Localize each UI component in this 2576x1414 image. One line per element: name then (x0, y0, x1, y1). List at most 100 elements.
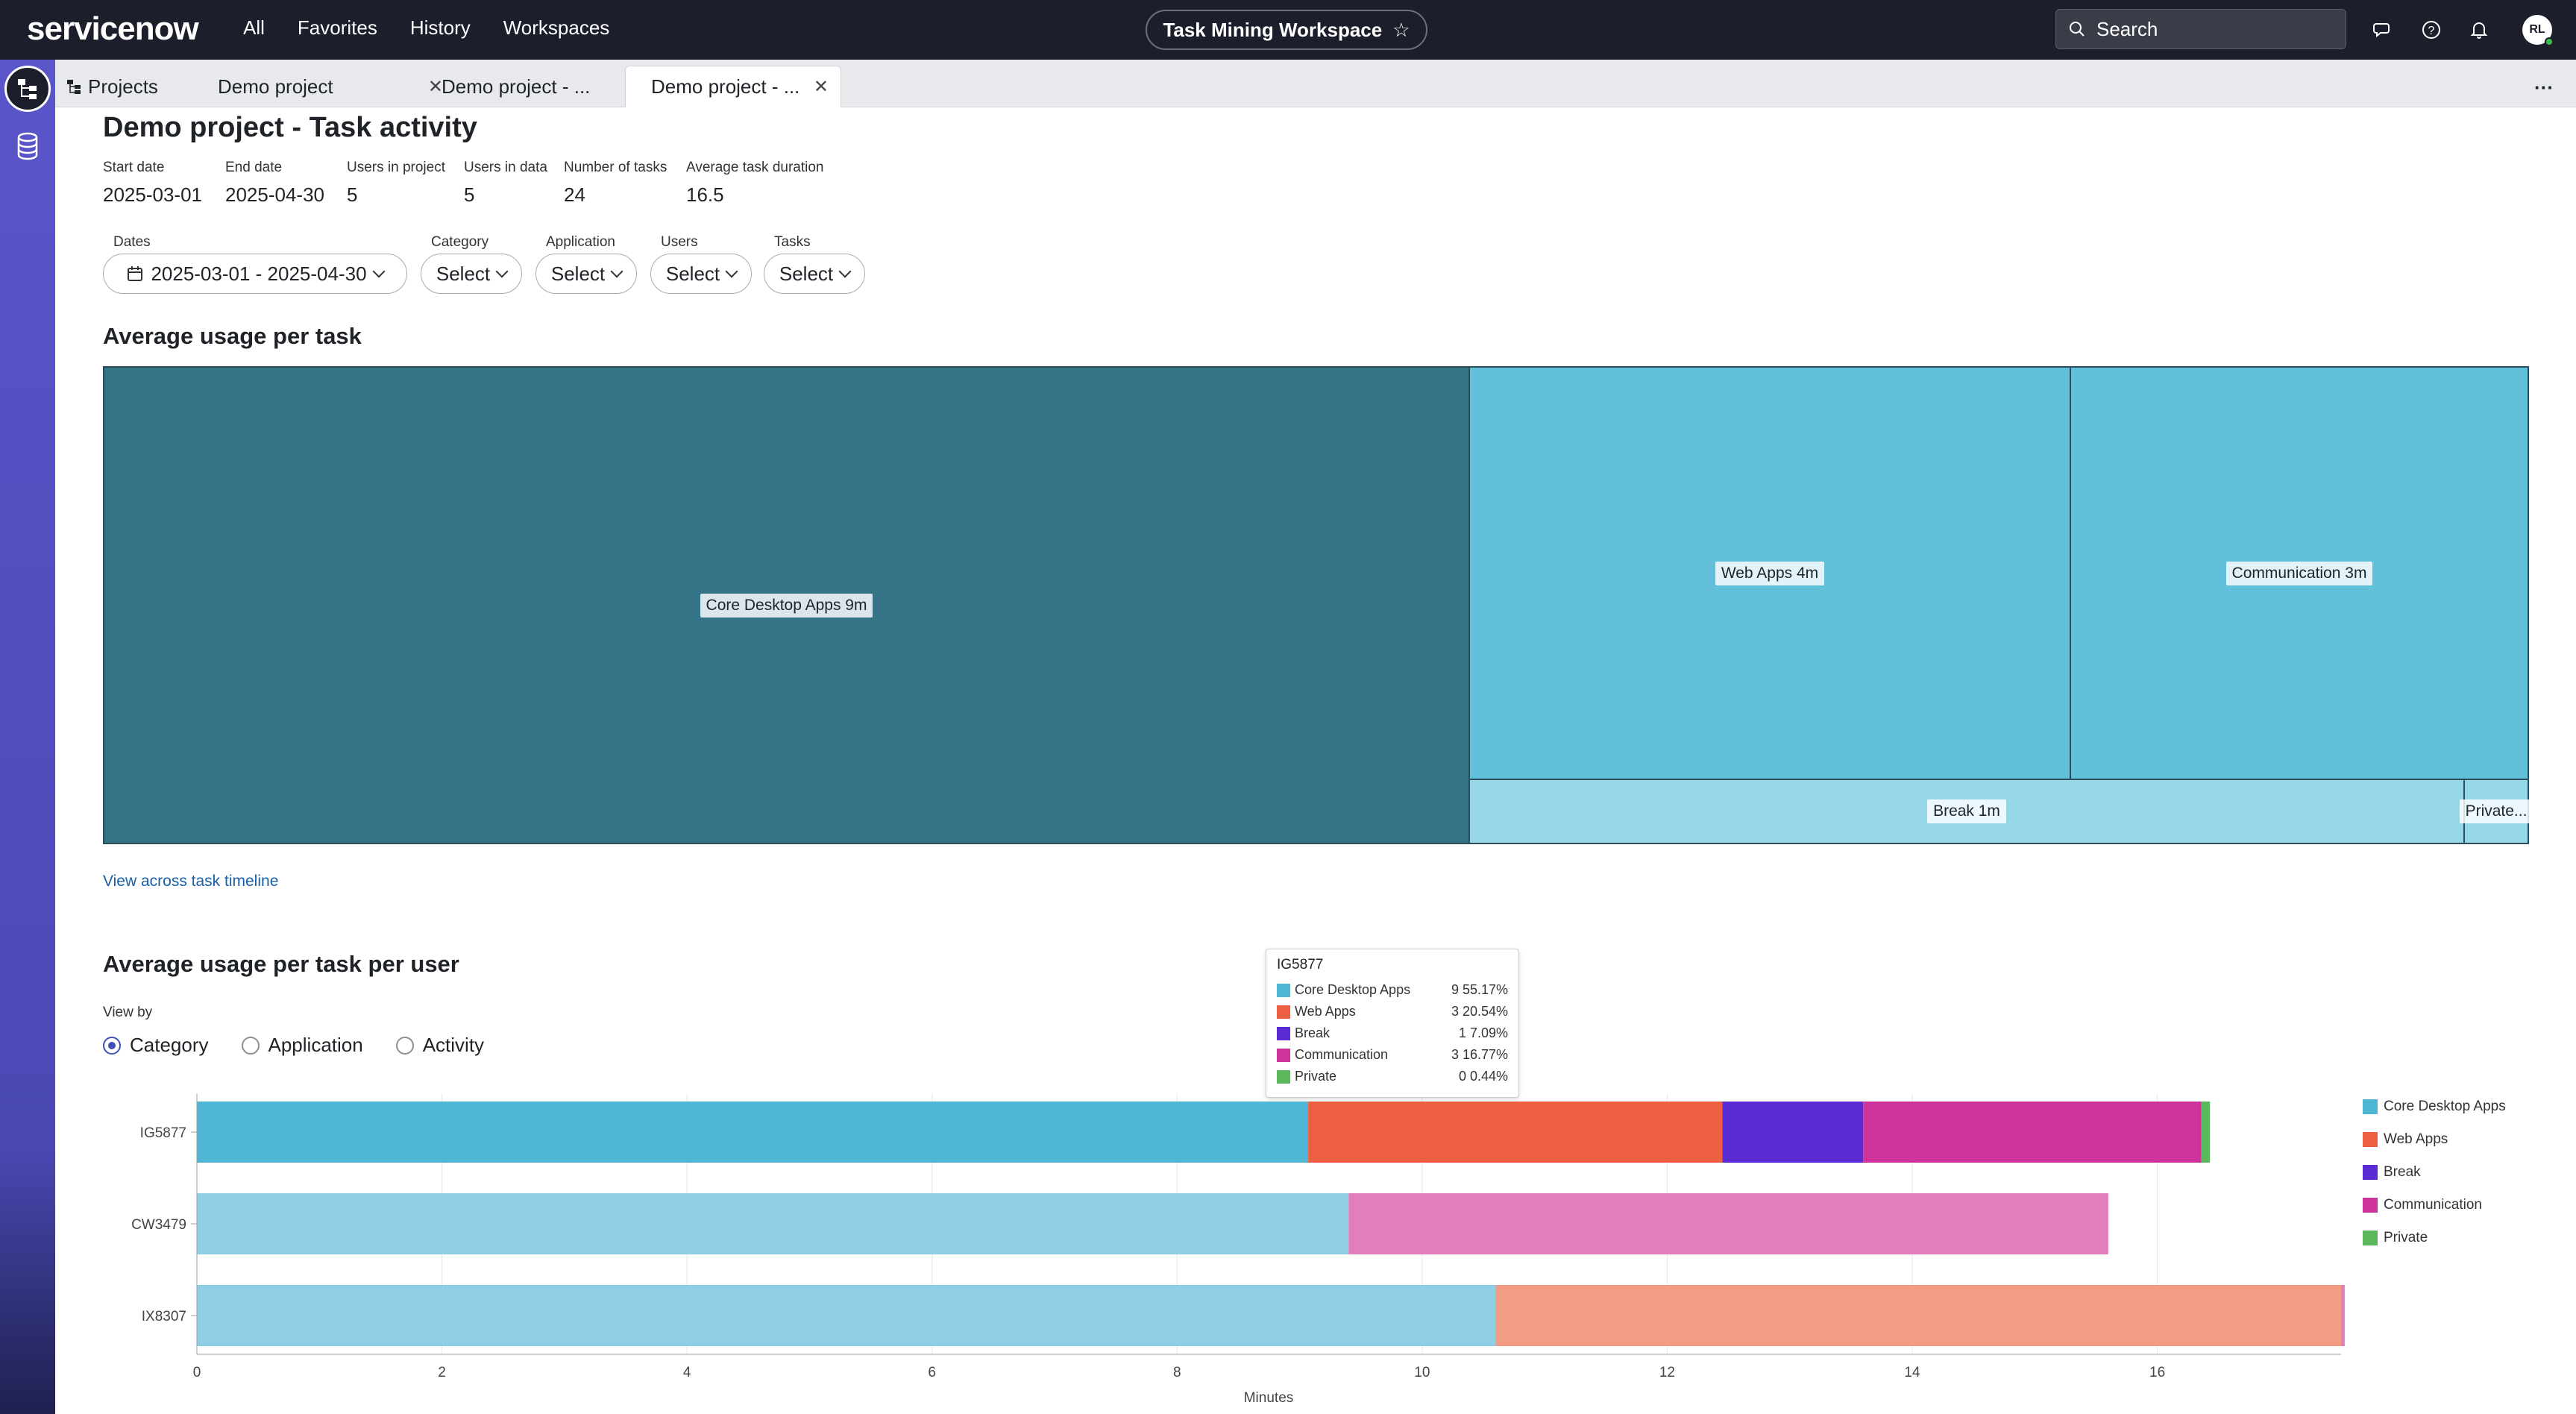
meta-average-task-duration: Average task duration 16.5 (686, 160, 824, 206)
servicenow-logo[interactable]: servicenow (27, 10, 199, 47)
chat-icon[interactable] (2369, 15, 2398, 45)
tab-bar: Projects Demo project ✕ Demo project - .… (55, 60, 2576, 107)
workspace-pill[interactable]: Task Mining Workspace ☆ (1146, 10, 1427, 50)
legend-item[interactable]: Break (2363, 1156, 2506, 1189)
legend-item[interactable]: Private (2363, 1222, 2506, 1254)
nav-links: All Favorites History Workspaces (243, 16, 609, 40)
process-tree-icon (67, 80, 81, 94)
legend-swatch (2363, 1132, 2378, 1147)
treemap-tile-break[interactable]: Break 1m (1469, 779, 2464, 843)
star-icon[interactable]: ☆ (1392, 18, 1410, 41)
legend-item[interactable]: Core Desktop Apps (2363, 1090, 2506, 1123)
search-input[interactable]: Search (2055, 9, 2346, 49)
legend-swatch (2363, 1099, 2378, 1114)
view-by-radio-group: Category Application Activity (103, 1034, 506, 1057)
user-avatar[interactable]: RL (2522, 15, 2554, 46)
treemap-tile-core-desktop-apps[interactable]: Core Desktop Apps 9m (104, 367, 1469, 843)
bar-segment-ix8307-web-apps[interactable] (1495, 1285, 2341, 1346)
bar-segment-ig5877-web-apps[interactable] (1308, 1102, 1723, 1163)
tooltip-row: Private 0 0.44% (1277, 1066, 1508, 1087)
notification-bell-icon[interactable] (2464, 15, 2494, 45)
radio-activity[interactable]: Activity (395, 1034, 484, 1057)
tab-demo-project[interactable]: Demo project ✕ (209, 66, 455, 107)
legend-label: Communication (2384, 1197, 2482, 1213)
tooltip-row-name: Core Desktop Apps (1295, 982, 1411, 997)
legend-swatch (2363, 1198, 2378, 1213)
bar-segment-cw3479-communication[interactable] (1348, 1193, 2108, 1254)
tooltip-row-name: Communication (1295, 1047, 1389, 1062)
chart-tooltip: IG5877 Core Desktop Apps 9 55.17% Web Apps… (1266, 949, 1519, 1098)
close-icon[interactable]: ✕ (813, 77, 829, 97)
usage-per-user-title: Average usage per task per user (103, 951, 459, 977)
bar-segment-ix8307-communication[interactable] (2341, 1285, 2345, 1346)
treemap-tile-web-apps[interactable]: Web Apps 4m (1469, 367, 2070, 779)
tab-projects[interactable]: Projects (66, 66, 207, 107)
radio-selected-icon[interactable] (103, 1036, 121, 1055)
tooltip-row-name: Private (1295, 1069, 1337, 1084)
tooltip-row: Communication 3 16.77% (1277, 1044, 1508, 1066)
search-placeholder: Search (2096, 17, 2158, 40)
dates-filter-value: 2025-03-01 - 2025-04-30 (151, 262, 367, 285)
tooltip-row: Break 1 7.09% (1277, 1022, 1508, 1044)
radio-unselected-icon[interactable] (395, 1036, 414, 1055)
nav-all[interactable]: All (243, 16, 265, 39)
tasks-filter[interactable]: Select (764, 254, 865, 294)
tooltip-row-value: 3 16.77% (1451, 1047, 1508, 1062)
filter-label-dates: Dates (113, 234, 151, 250)
bar-segment-ig5877-communication[interactable] (1863, 1102, 2202, 1163)
meta-number-of-tasks: Number of tasks 24 (564, 160, 667, 206)
bar-segment-ig5877-private[interactable] (2201, 1102, 2211, 1163)
legend-swatch (2363, 1165, 2378, 1180)
treemap: Core Desktop Apps 9m Web Apps 4m Communi… (103, 366, 2533, 844)
tooltip-swatch (1277, 1026, 1290, 1040)
legend-swatch (2363, 1231, 2378, 1245)
radio-application[interactable]: Application (241, 1034, 363, 1057)
bar-segment-cw3479-core-desktop-apps[interactable] (197, 1193, 1349, 1254)
x-tick-label: 10 (1414, 1365, 1430, 1380)
bar-segment-ix8307-core-desktop-apps[interactable] (197, 1285, 1496, 1346)
category-filter[interactable]: Select (421, 254, 522, 294)
tooltip-row-name: Break (1295, 1025, 1331, 1040)
close-icon[interactable]: ✕ (427, 76, 443, 97)
view-by-label: View by (103, 1005, 153, 1020)
more-options-icon[interactable]: ··· (2534, 76, 2554, 98)
tab-demo-project-2[interactable]: Demo project - ... ✕ (433, 66, 679, 107)
dates-filter[interactable]: 2025-03-01 - 2025-04-30 (103, 254, 407, 294)
legend-label: Break (2384, 1164, 2421, 1180)
svg-text:?: ? (2428, 25, 2435, 37)
chevron-down-icon (838, 265, 852, 278)
nav-workspaces[interactable]: Workspaces (503, 16, 610, 39)
meta-users-in-project: Users in project 5 (347, 160, 445, 206)
tooltip-swatch (1277, 1005, 1290, 1019)
online-status-dot (2545, 37, 2554, 46)
meta-start-date: Start date 2025-03-01 (103, 160, 202, 206)
view-across-task-timeline-link[interactable]: View across task timeline (103, 873, 279, 890)
treemap-tile-label: Communication 3m (2225, 561, 2373, 585)
nav-history[interactable]: History (409, 16, 471, 39)
treemap-tile-label: Private... (2459, 799, 2533, 823)
left-rail (0, 60, 55, 1414)
chevron-down-icon (725, 265, 738, 278)
chart-legend: Core Desktop Apps Web Apps Break Communicat… (2363, 1090, 2506, 1254)
process-tree-icon[interactable] (4, 66, 51, 112)
treemap-tile-private[interactable]: Private... (2459, 779, 2533, 843)
users-filter[interactable]: Select (650, 254, 752, 294)
filter-label-users: Users (661, 234, 698, 250)
bar-segment-ig5877-core-desktop-apps[interactable] (197, 1102, 1309, 1163)
x-tick-label: 8 (1173, 1365, 1181, 1380)
radio-unselected-icon[interactable] (241, 1036, 260, 1055)
application-filter[interactable]: Select (535, 254, 637, 294)
tab-demo-project-task-activity[interactable]: Demo project - ... ✕ (625, 66, 841, 107)
legend-item[interactable]: Communication (2363, 1189, 2506, 1222)
radio-category[interactable]: Category (103, 1034, 209, 1057)
help-icon[interactable]: ? (2416, 15, 2446, 45)
legend-item[interactable]: Web Apps (2363, 1123, 2506, 1156)
database-icon[interactable] (15, 131, 40, 161)
tooltip-row: Core Desktop Apps 9 55.17% (1277, 979, 1508, 1001)
tooltip-row-value: 0 0.44% (1458, 1069, 1508, 1084)
y-category-label: IX8307 (142, 1309, 186, 1325)
bar-segment-ig5877-break[interactable] (1722, 1102, 1864, 1163)
nav-favorites[interactable]: Favorites (297, 16, 377, 39)
treemap-tile-communication[interactable]: Communication 3m (2070, 367, 2528, 779)
